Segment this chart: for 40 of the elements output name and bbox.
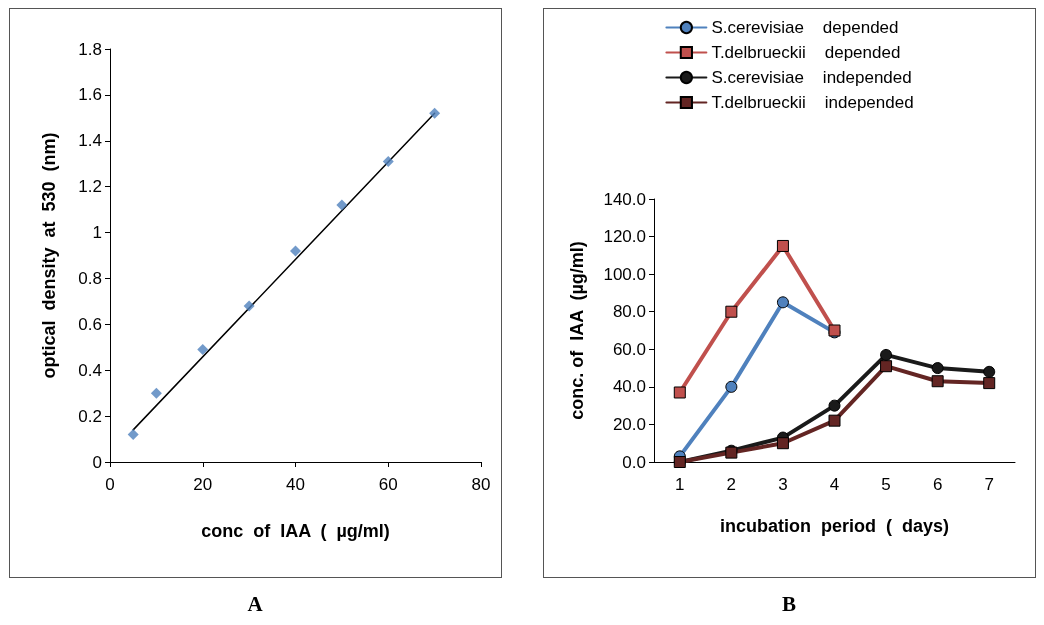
x-tick-label: 2 — [726, 475, 736, 494]
x-tick-label: 60 — [378, 475, 398, 494]
x-tick-label: 6 — [932, 475, 942, 494]
x-axis-title: conc of IAA ( µg/ml) — [200, 521, 390, 541]
y-tick-label: 40.0 — [612, 377, 646, 397]
y-tick-label: 1.8 — [77, 39, 102, 59]
y-tick-label: 0.0 — [621, 452, 646, 472]
y-tick-label: 0 — [92, 452, 102, 472]
x-tick-label: 40 — [285, 475, 305, 494]
x-tick-label: 7 — [983, 475, 994, 494]
y-tick-label: 0.8 — [77, 268, 102, 288]
y-tick-label: 20.0 — [612, 414, 646, 434]
x-tick-label: 4 — [829, 475, 839, 494]
y-tick-label: 80.0 — [612, 302, 646, 322]
y-tick-label: 140.0 — [602, 189, 646, 209]
x-tick-label: 1 — [674, 475, 685, 494]
y-tick-label: 60.0 — [612, 339, 646, 359]
legend-label: S.cerevisiae depended — [710, 18, 898, 37]
x-tick-label: 20 — [192, 475, 212, 494]
x-tick-label: 0 — [104, 475, 115, 494]
y-axis-title: optical density at 530 (nm) — [38, 132, 59, 379]
y-tick-label: 100.0 — [602, 264, 646, 284]
x-axis-title: incubation period ( days) — [719, 516, 949, 536]
text: B — [781, 592, 796, 617]
legend-label: T.delbrueckii independed — [710, 93, 914, 112]
y-tick-label: 1 — [92, 223, 102, 243]
y-tick-label: 120.0 — [602, 227, 646, 247]
text: A — [247, 592, 263, 617]
y-axis-title: conc. of IAA (µg/ml) — [566, 241, 587, 420]
legend-label: T.delbrueckii depended — [710, 43, 900, 62]
x-tick-label: 80 — [471, 475, 490, 494]
y-tick-label: 0.6 — [77, 314, 102, 334]
y-tick-label: 1.6 — [77, 85, 102, 105]
legend-label: S.cerevisiae independed — [710, 68, 912, 87]
y-tick-label: 1.4 — [77, 131, 102, 151]
x-tick-label: 3 — [777, 475, 788, 494]
y-tick-label: 1.2 — [77, 177, 102, 197]
x-tick-label: 5 — [880, 475, 891, 494]
y-tick-label: 0.4 — [77, 360, 102, 380]
y-tick-label: 0.2 — [77, 406, 102, 426]
